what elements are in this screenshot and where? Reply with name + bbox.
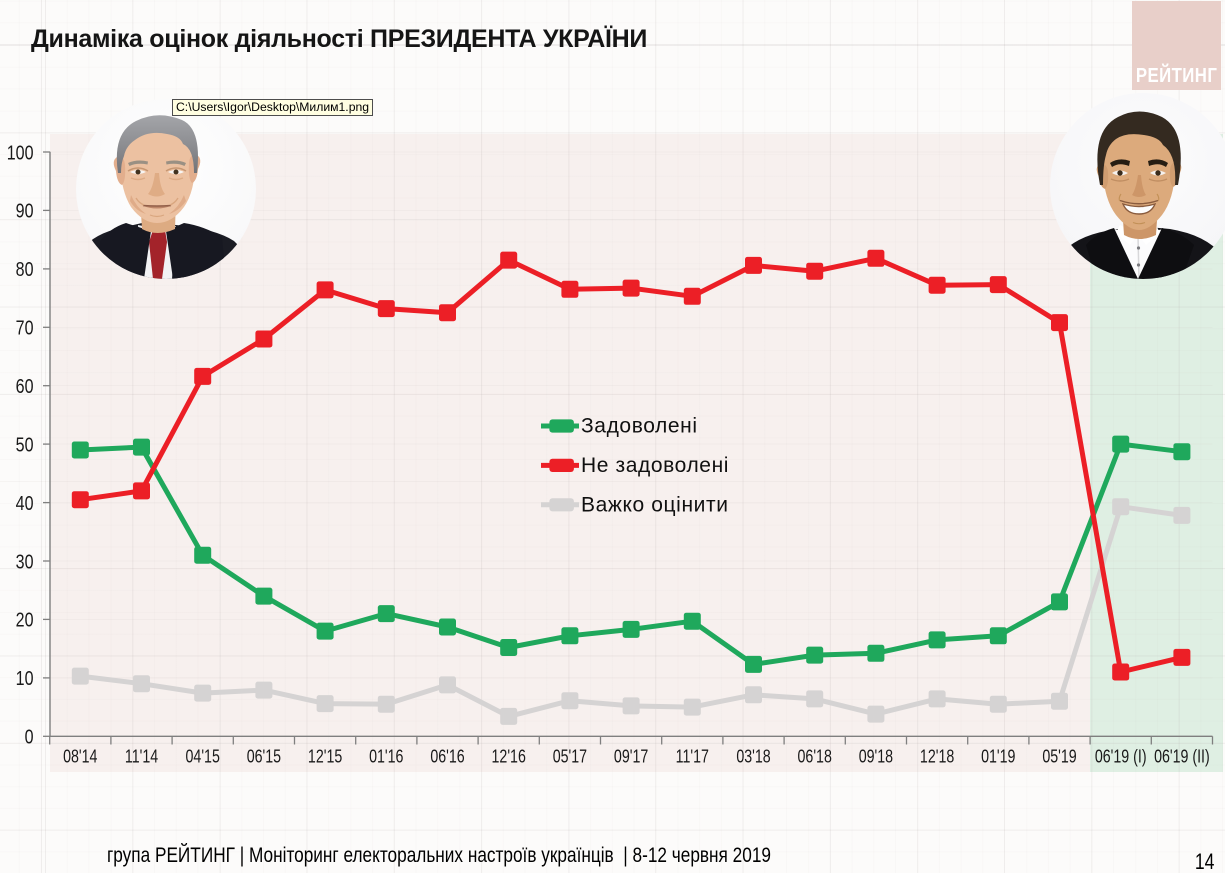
svg-text:12'15: 12'15 [308,747,342,767]
svg-text:12'18: 12'18 [920,747,954,767]
svg-text:08'14: 08'14 [63,747,97,767]
svg-text:70: 70 [16,316,34,339]
svg-text:100: 100 [7,140,34,163]
svg-text:09'17: 09'17 [614,747,648,767]
svg-text:Важко оцінити: Важко оцінити [581,494,729,517]
svg-text:80: 80 [16,257,34,280]
svg-text:11'17: 11'17 [676,747,709,767]
svg-text:50: 50 [16,433,34,456]
svg-text:0: 0 [25,725,34,748]
svg-text:30: 30 [16,549,34,572]
svg-text:40: 40 [16,491,34,514]
svg-text:09'18: 09'18 [859,747,893,767]
svg-text:10: 10 [16,666,34,689]
svg-text:06'16: 06'16 [430,747,464,767]
svg-text:12'16: 12'16 [492,747,526,767]
svg-text:Задоволені: Задоволені [581,415,698,438]
svg-text:06'18: 06'18 [798,747,832,767]
svg-text:60: 60 [16,374,34,397]
svg-text:06'19 (I): 06'19 (I) [1095,747,1147,767]
svg-text:11'14: 11'14 [125,747,158,767]
svg-text:06'19 (II): 06'19 (II) [1154,747,1210,767]
svg-text:03'18: 03'18 [736,747,770,767]
svg-text:06'15: 06'15 [247,747,281,767]
svg-text:04'15: 04'15 [186,747,220,767]
svg-text:90: 90 [16,199,34,222]
svg-text:01'16: 01'16 [369,747,403,767]
svg-text:05'17: 05'17 [553,747,587,767]
svg-text:20: 20 [16,608,34,631]
svg-text:Не задоволені: Не задоволені [581,454,729,477]
svg-text:01'19: 01'19 [981,747,1015,767]
svg-text:05'19: 05'19 [1042,747,1076,767]
